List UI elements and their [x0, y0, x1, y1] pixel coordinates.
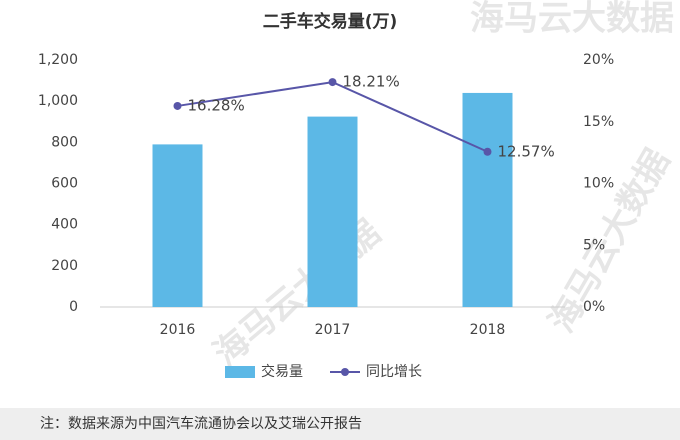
chart-title: 二手车交易量(万)	[263, 11, 398, 32]
watermark: 海马云大数据	[541, 143, 678, 340]
legend-swatch	[225, 366, 255, 378]
y-tick-label: 600	[51, 176, 78, 192]
point	[328, 78, 337, 87]
y2-tick-label: 20%	[583, 52, 614, 68]
watermark: 海马云大数据	[206, 212, 388, 374]
y-tick-label: 1,200	[38, 52, 78, 68]
data-label: 18.21%	[343, 73, 400, 91]
y-tick-label: 400	[51, 217, 78, 233]
bar	[152, 144, 203, 307]
y-tick-label: 200	[51, 258, 78, 274]
legend-marker	[341, 368, 349, 376]
legend-label: 交易量	[261, 363, 303, 380]
y-tick-label: 1,000	[38, 93, 78, 109]
y2-tick-label: 5%	[583, 237, 605, 253]
y2-tick-label: 10%	[583, 176, 614, 192]
y-tick-label: 0	[69, 299, 78, 315]
watermark: 海马云大数据	[470, 0, 674, 39]
point	[483, 147, 492, 156]
note-band	[0, 408, 680, 440]
y2-tick-label: 0%	[583, 299, 605, 315]
x-tick-label: 2018	[470, 322, 506, 338]
x-tick-label: 2016	[160, 322, 196, 338]
legend-label: 同比增长	[366, 364, 422, 380]
data-label: 16.28%	[188, 96, 245, 114]
bar	[307, 116, 358, 308]
point	[173, 101, 182, 110]
bar	[462, 92, 513, 307]
y-tick-label: 800	[51, 134, 78, 150]
note: 注：数据来源为中国汽车流通协会以及艾瑞公开报告	[40, 415, 362, 432]
data-label: 12.57%	[498, 142, 555, 160]
y2-tick-label: 15%	[583, 114, 614, 130]
x-tick-label: 2017	[315, 322, 351, 338]
